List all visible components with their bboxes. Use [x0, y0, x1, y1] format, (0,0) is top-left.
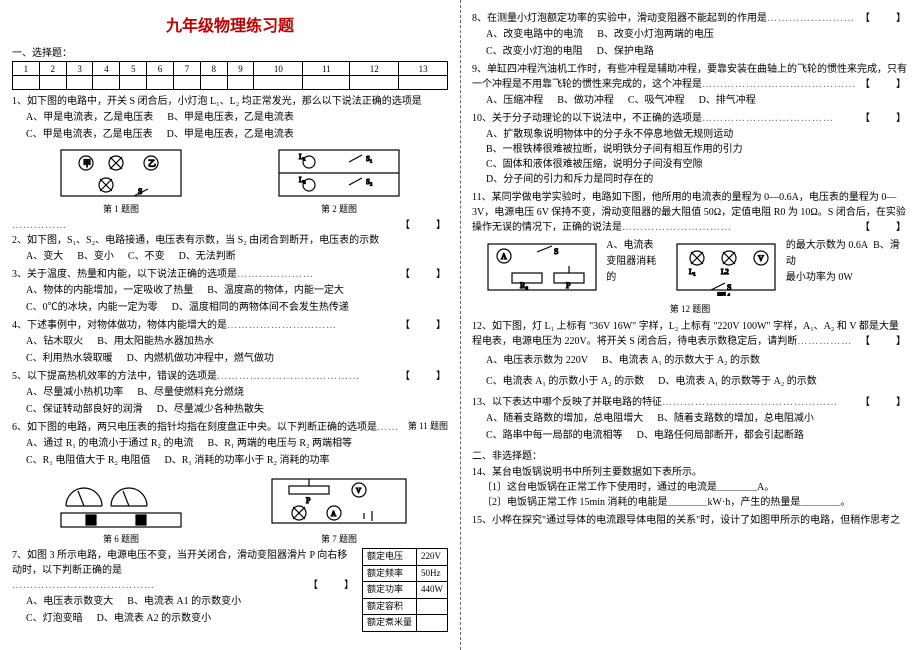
answer-grid: 12 34 56 78 910 1112 13: [12, 61, 448, 90]
figure-q7: P V A 第 7 题图: [264, 471, 414, 545]
svg-text:S₁: S₁: [366, 155, 372, 163]
q11-end-text: 的最大示数为 0.6A B、滑动 最小功率为 0W: [786, 238, 908, 286]
svg-text:P: P: [306, 496, 311, 505]
circuit-diagram-1: 甲 乙 S: [56, 145, 186, 201]
question-6: 第 11 题图 6、如下图的电路，两只电压表的指针均指在刻度盘正中央。以下判断正…: [12, 420, 448, 468]
svg-text:L₁: L₁: [299, 153, 306, 161]
question-12: 12、如下图，灯 L₁ 上标有 "36V 16W" 字样，L₂ 上标有 "220…: [472, 319, 908, 389]
svg-text:S: S: [554, 247, 558, 256]
fig-q12-label: 第 12 题图: [472, 302, 908, 315]
question-15: 15、小桦在探究"通过导体的电流跟导体电阻的关系"时，设计了如图甲所示的电路，但…: [472, 513, 908, 528]
figures-q1-q2: 甲 乙 S 第 1 题图 L₁ S₁ L₂ S₂ 第 2 题图: [12, 145, 448, 215]
circuit-q11-left: A S R₀ P: [482, 238, 600, 296]
svg-text:A: A: [331, 510, 336, 518]
question-14: 14、某台电饭锅说明书中所列主要数据如下表所示。 〔1〕这台电饭锅在正常工作下使…: [472, 465, 908, 510]
section-2-heading: 二、非选择题：: [472, 447, 908, 462]
question-9: 9、单缸四冲程汽油机工作时，有些冲程是辅助冲程，要靠安装在曲轴上的飞轮的惯性来完…: [472, 62, 908, 108]
svg-text:A: A: [501, 252, 507, 261]
svg-text:P: P: [566, 281, 571, 290]
page-title: 九年级物理练习题: [12, 12, 448, 36]
q1-text: 1、如下图的电路中，开关 S 闭合后，小灯泡 L₁、L₂ 均正常发光，那么以下说…: [12, 96, 422, 107]
q11-mid-text: A、电流表 变阻器消耗的: [606, 238, 665, 286]
meter-circuit-6: [46, 471, 196, 531]
circuit-diagram-2: L₁ S₁ L₂ S₂: [274, 145, 404, 201]
figures-q6-q7: 第 6 题图 P V A 第 7 题图: [12, 471, 448, 545]
svg-text:V: V: [758, 254, 764, 263]
question-1: 1、如下图的电路中，开关 S 闭合后，小灯泡 L₁、L₂ 均正常发光，那么以下说…: [12, 94, 448, 142]
section-1-heading: 一、选择题：: [12, 44, 448, 59]
question-4: 4、下述事例中，对物体做功，物体内能增大的是…………………………【 】 A、钻木…: [12, 318, 448, 366]
question-7: 额定电压220V 额定频率50Hz 额定功率440W 额定容积 额定煮米量 7、…: [12, 548, 448, 626]
svg-text:S: S: [727, 283, 731, 292]
slider-circuit-7: P V A: [264, 471, 414, 531]
question-3: 3、关于温度、热量和内能，以下说法正确的选项是…………………【 】 A、物体的内…: [12, 267, 448, 315]
svg-text:S: S: [138, 187, 142, 196]
svg-text:L₁: L₁: [689, 268, 696, 276]
q11-row: A S R₀ P A、电流表 变阻器消耗的 L₁ L2 V S 图4 的最大示数…: [482, 238, 908, 296]
circuit-q11-right: L₁ L2 V S 图4: [671, 238, 779, 296]
answer-grid-nums: 12 34 56 78 910 1112 13: [13, 62, 448, 76]
side-fig-label: 第 11 题图: [408, 420, 448, 434]
left-column: 九年级物理练习题 一、选择题： 12 34 56 78 910 1112 13 …: [0, 0, 460, 650]
question-13: 13、以下表达中哪个反映了并联电路的特征…………………………………………【 】 …: [472, 395, 908, 443]
figure-q1: 甲 乙 S 第 1 题图: [56, 145, 186, 215]
svg-text:L₂: L₂: [299, 176, 306, 184]
svg-text:R₀: R₀: [520, 281, 528, 290]
fig4-label: 图4: [717, 292, 731, 296]
figure-q2: L₁ S₁ L₂ S₂ 第 2 题图: [274, 145, 404, 215]
svg-text:S₂: S₂: [366, 178, 373, 186]
question-11: 11、某同学做电学实验时，电路如下图，他所用的电流表的量程为 0—0.6A，电压…: [472, 190, 908, 235]
svg-text:乙: 乙: [148, 159, 156, 168]
svg-text:甲: 甲: [83, 159, 91, 168]
right-column: 8、在测量小灯泡额定功率的实验中，滑动变阻器不能起到的作用是……………………【 …: [460, 0, 920, 650]
answer-grid-blank: [13, 76, 448, 90]
svg-text:L2: L2: [721, 268, 729, 276]
question-10: 10、关于分子动理论的以下说法中，不正确的选项是………………………………【 】 …: [472, 111, 908, 187]
svg-text:V: V: [356, 487, 361, 495]
question-8: 8、在测量小灯泡额定功率的实验中，滑动变阻器不能起到的作用是……………………【 …: [472, 11, 908, 59]
question-5: 5、以下提高热机效率的方法中，错误的选项是…………………………………【 】 A、…: [12, 369, 448, 417]
question-2: ……………【 】 2、如下图，S₁、S₂、电路接通，电压表有示数，当 S₂ 由闭…: [12, 218, 448, 264]
spec-table: 额定电压220V 额定频率50Hz 额定功率440W 额定容积 额定煮米量: [362, 548, 448, 632]
figure-q6: 第 6 题图: [46, 471, 196, 545]
